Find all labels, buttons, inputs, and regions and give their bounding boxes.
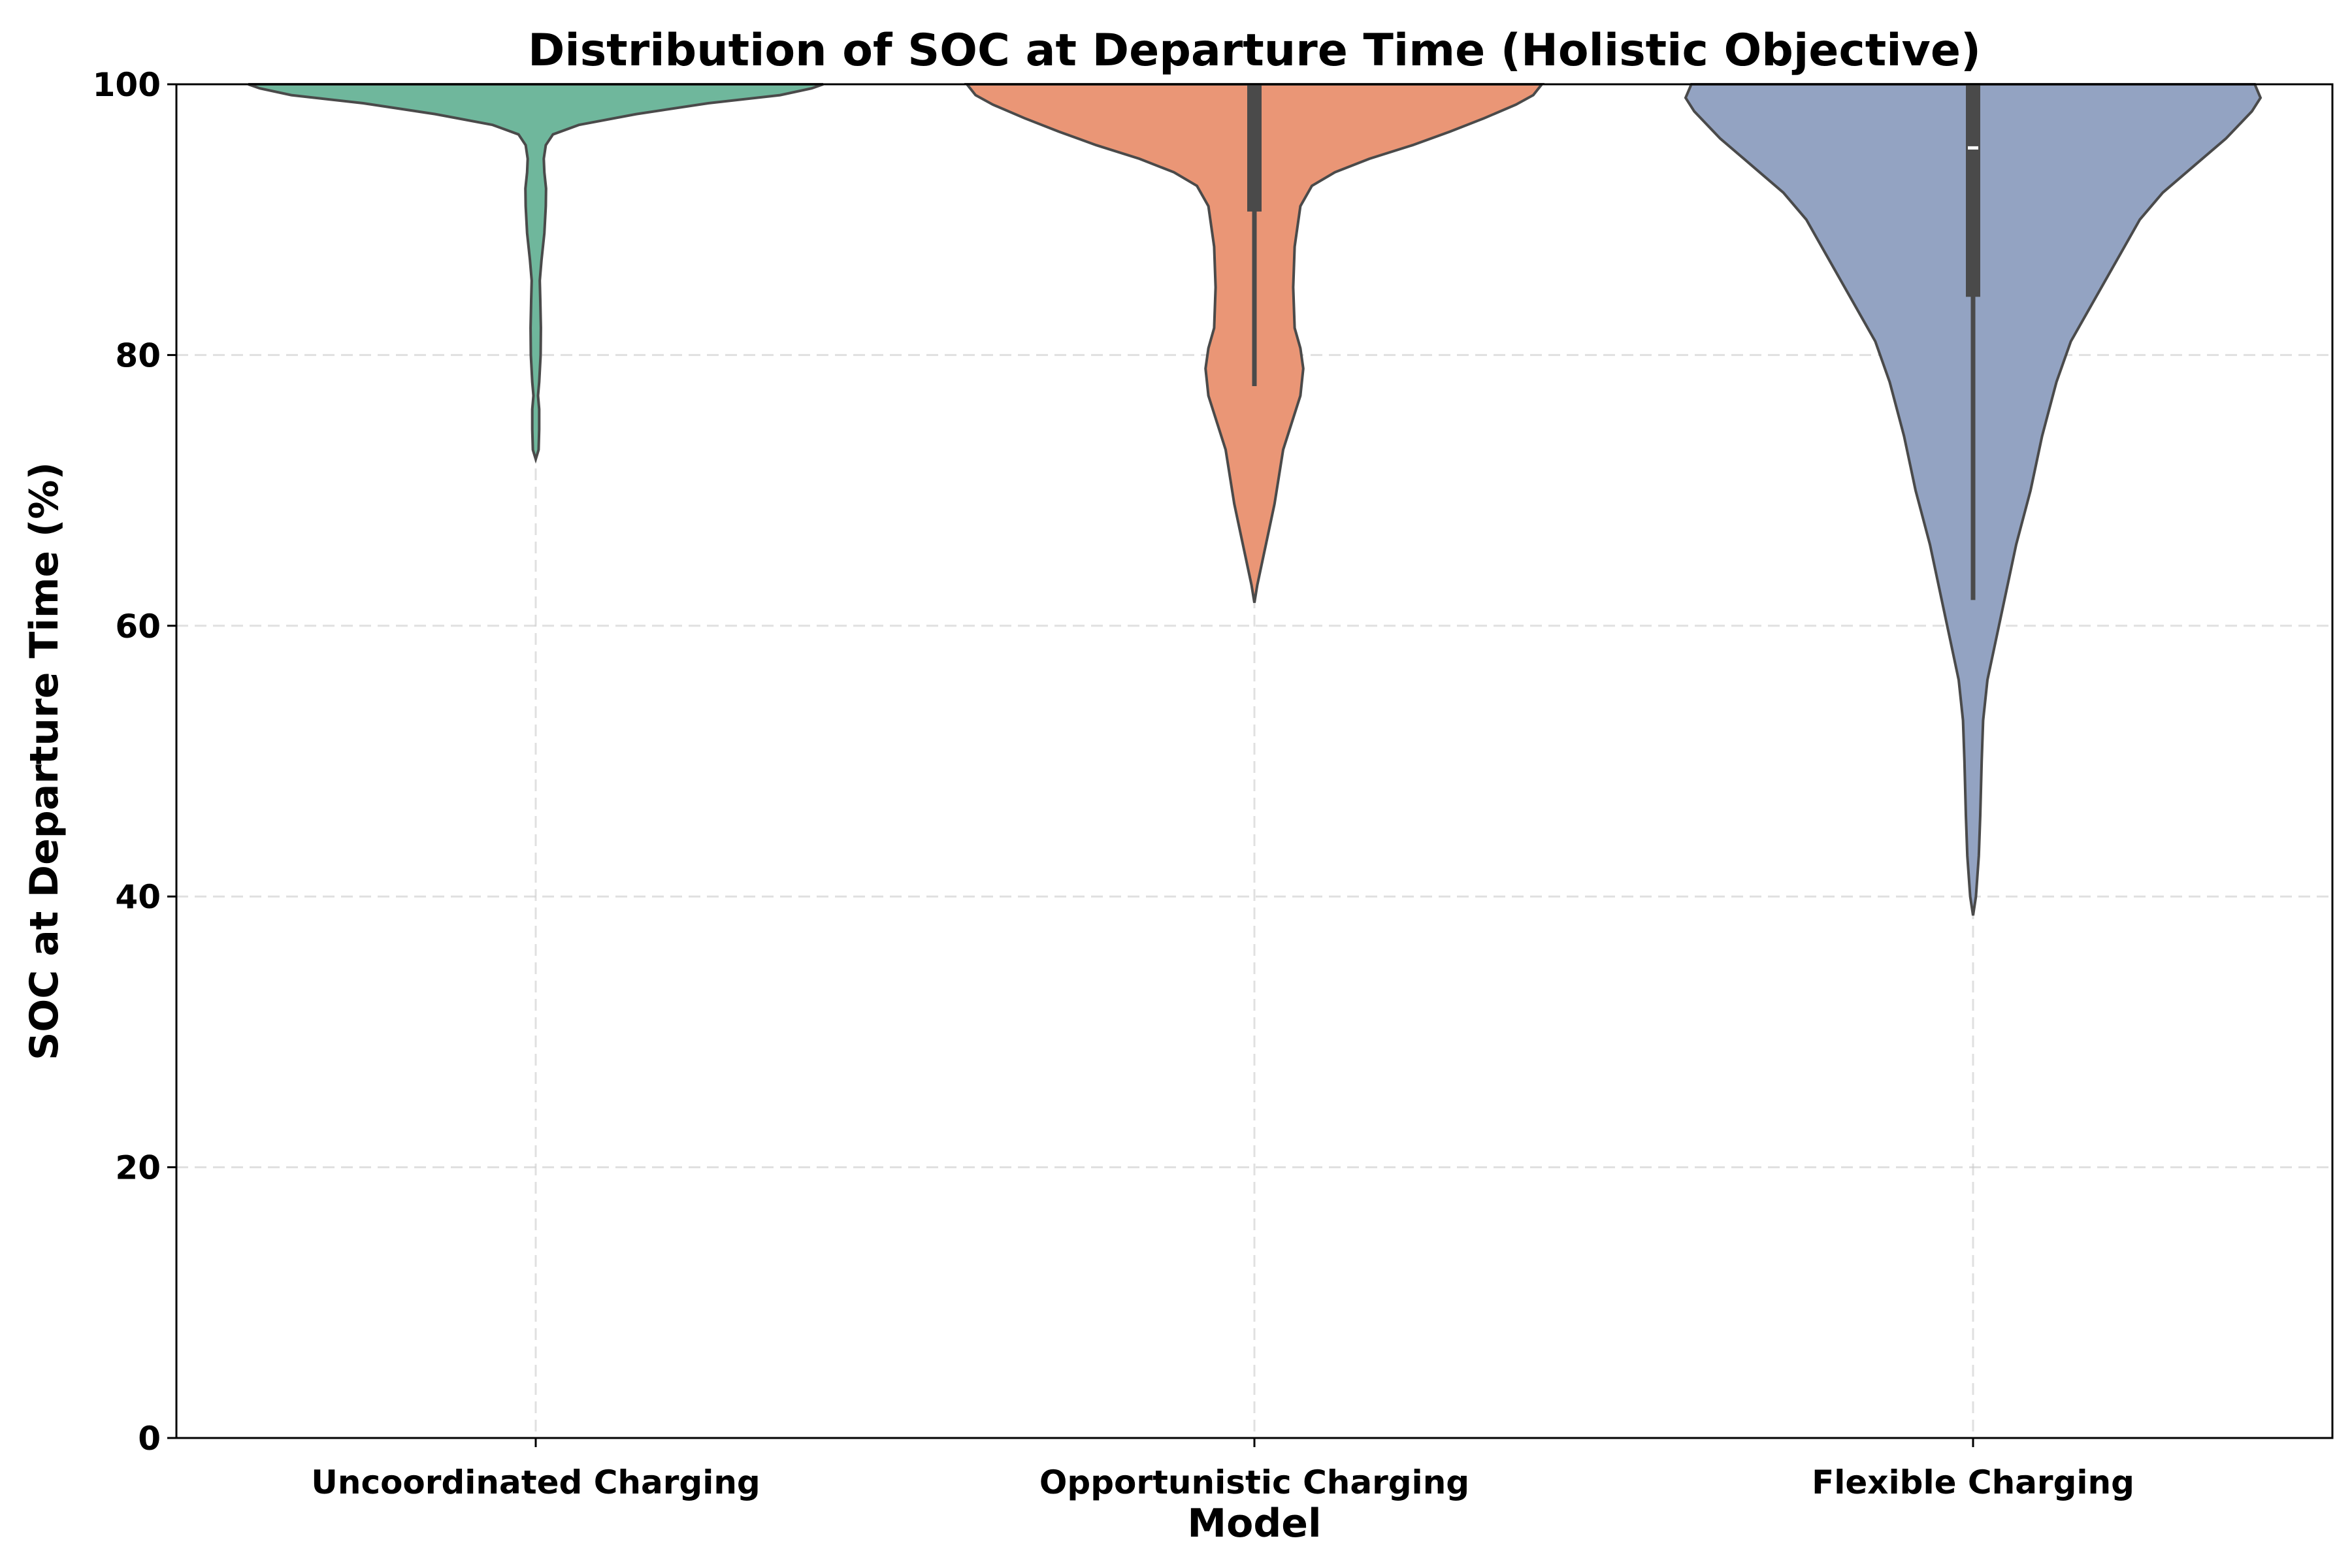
x-axis: Uncoordinated Charging Opportunistic Char… [311,1438,2134,1501]
x-tick-label: Flexible Charging [1812,1463,2134,1501]
x-axis-label: Model [1187,1501,1321,1546]
y-tick-label: 40 [115,878,161,916]
violin-body [248,83,824,464]
y-tick-label: 20 [115,1149,161,1187]
y-axis-label: SOC at Departure Time (%) [22,462,67,1060]
y-axis: 0 20 40 60 80 100 [93,66,176,1458]
y-tick-label: 100 [93,66,161,104]
inner-boxplots [1247,84,1980,600]
y-tick-label: 0 [138,1420,161,1458]
y-tick-label: 60 [115,608,161,645]
iqr-box [1247,84,1262,212]
y-tick-label: 80 [115,336,161,374]
chart-title: Distribution of SOC at Departure Time (H… [528,25,1981,76]
x-tick-label: Uncoordinated Charging [311,1463,760,1501]
x-tick-label: Opportunistic Charging [1039,1463,1469,1501]
iqr-box [1966,84,1980,297]
